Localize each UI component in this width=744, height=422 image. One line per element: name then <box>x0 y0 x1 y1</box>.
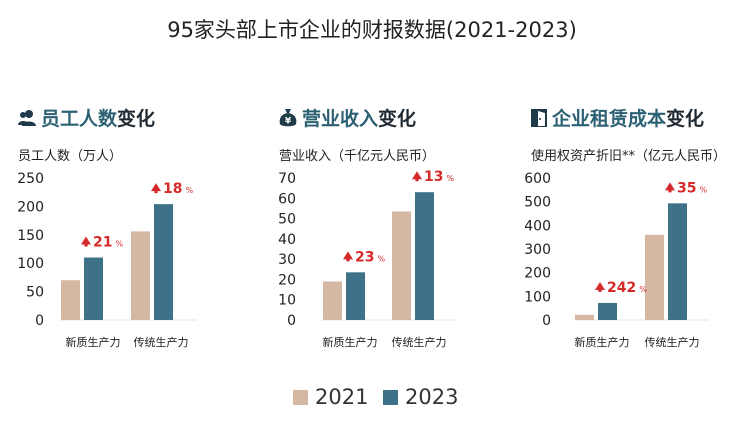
bar-2021-1 <box>645 234 664 320</box>
panel-heading-employees: 员工人数 变化 <box>18 104 155 131</box>
growth-arrow-icon <box>595 281 605 292</box>
growth-label: 35 <box>677 180 696 196</box>
category-label: 传统生产力 <box>645 335 700 349</box>
growth-unit: % <box>115 240 123 249</box>
category-label: 传统生产力 <box>392 335 447 349</box>
legend-swatch-2023 <box>383 389 398 405</box>
bar-2023-0 <box>598 302 617 320</box>
category-label: 新质生产力 <box>323 335 378 349</box>
y-tick-label: 70 <box>278 171 296 187</box>
svg-text:¥: ¥ <box>285 117 292 127</box>
bar-2023-0 <box>346 272 365 320</box>
main-title: 95家头部上市企业的财报数据(2021-2023) <box>167 18 577 42</box>
legend-item-2023: 2023 <box>383 385 458 409</box>
y-tick-label: 250 <box>17 171 44 187</box>
growth-label: 13 <box>424 169 443 185</box>
growth-unit: % <box>185 186 193 195</box>
legend-item-2021: 2021 <box>293 385 368 409</box>
y-tick-label: 0 <box>287 313 296 329</box>
y-tick-label: 100 <box>524 289 551 305</box>
bar-2023-1 <box>154 204 173 320</box>
y-tick-label: 60 <box>278 191 296 207</box>
bar-2021-0 <box>61 280 80 320</box>
panel-heading-revenue: ¥ 营业收入 变化 <box>279 104 416 131</box>
y-tick-label: 300 <box>524 242 551 258</box>
growth-arrow-icon <box>81 236 91 247</box>
legend-label-2021: 2021 <box>315 385 369 409</box>
y-tick-label: 100 <box>17 256 44 272</box>
y-tick-label: 20 <box>278 272 296 288</box>
y-tick-label: 0 <box>35 313 44 329</box>
bar-2023-0 <box>84 257 103 320</box>
growth-arrow-icon <box>412 171 422 182</box>
y-tick-label: 500 <box>524 195 551 211</box>
bar-2021-1 <box>131 231 150 320</box>
growth-arrow-icon <box>151 183 161 194</box>
growth-label: 23 <box>355 249 374 265</box>
panel-heading-main: 营业收入 <box>302 108 379 130</box>
panel-subtitle-revenue: 营业收入（千亿元人民币） <box>279 149 436 164</box>
y-tick-label: 10 <box>278 293 296 309</box>
y-tick-label: 50 <box>278 212 296 228</box>
y-tick-label: 200 <box>524 266 551 282</box>
growth-unit: % <box>639 285 647 294</box>
money-bag-icon: ¥ <box>279 109 297 127</box>
y-tick-label: 0 <box>542 313 551 329</box>
rental-door-icon <box>531 108 547 127</box>
panel-heading-suffix: 变化 <box>666 108 705 130</box>
growth-label: 21 <box>93 235 112 251</box>
legend-label-2023: 2023 <box>405 385 459 409</box>
bar-2021-1 <box>392 211 411 320</box>
panel-subtitle-lease-cost: 使用权资产折旧**（亿元人民币） <box>531 149 727 164</box>
bar-2021-0 <box>575 314 594 320</box>
growth-unit: % <box>699 185 707 194</box>
growth-unit: % <box>377 254 385 263</box>
y-tick-label: 400 <box>524 218 551 234</box>
growth-label: 242 <box>607 280 636 296</box>
growth-arrow-icon <box>665 182 675 193</box>
legend-swatch-2021 <box>293 389 308 405</box>
bar-2023-1 <box>415 192 434 320</box>
category-label: 新质生产力 <box>575 335 630 349</box>
panel-heading-main: 员工人数 <box>41 108 118 130</box>
y-tick-label: 600 <box>524 171 551 187</box>
growth-unit: % <box>446 174 454 183</box>
bar-2021-0 <box>323 281 342 320</box>
panel-heading-main: 企业租赁成本 <box>552 108 667 130</box>
panel-heading-suffix: 变化 <box>378 108 417 130</box>
y-tick-label: 40 <box>278 232 296 248</box>
y-tick-label: 150 <box>17 228 44 244</box>
y-tick-label: 30 <box>278 252 296 268</box>
panel-subtitle-employees: 员工人数（万人） <box>18 149 123 164</box>
bar-2023-1 <box>668 203 687 320</box>
growth-label: 18 <box>163 181 182 197</box>
category-label: 传统生产力 <box>134 335 189 349</box>
panel-heading-suffix: 变化 <box>117 108 156 130</box>
category-label: 新质生产力 <box>66 335 121 349</box>
y-tick-label: 50 <box>26 285 44 301</box>
people-icon <box>18 110 36 126</box>
growth-arrow-icon <box>343 251 353 262</box>
y-tick-label: 200 <box>17 199 44 215</box>
panel-heading-lease-cost: 企业租赁成本 变化 <box>531 104 704 131</box>
